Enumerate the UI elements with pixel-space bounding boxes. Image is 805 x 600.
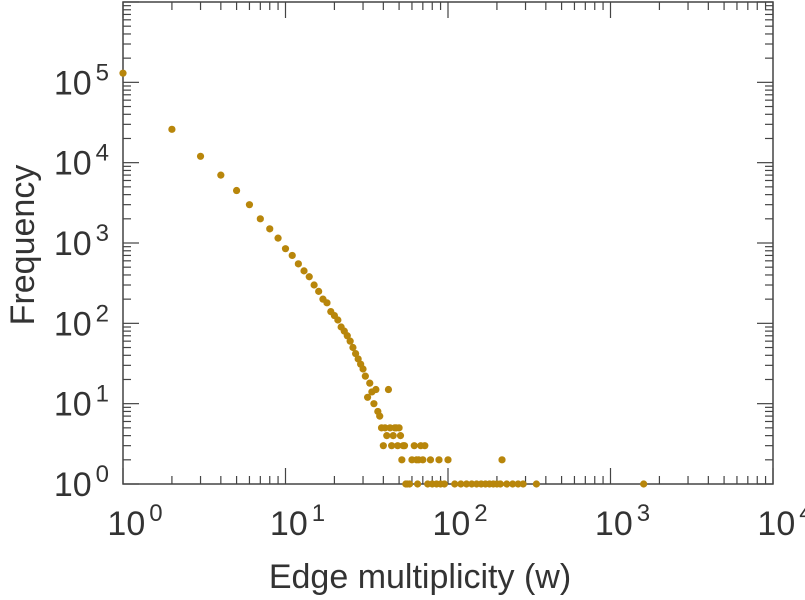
data-point <box>366 379 374 387</box>
data-point <box>410 442 418 450</box>
data-point <box>640 480 648 488</box>
x-tick-label: 10 0 <box>107 500 162 543</box>
data-point <box>294 260 302 268</box>
data-point <box>398 456 406 464</box>
data-point <box>349 343 357 352</box>
data-point <box>376 412 384 420</box>
data-points <box>119 69 648 488</box>
data-point <box>370 400 378 408</box>
data-point <box>305 273 313 281</box>
data-point <box>394 442 402 450</box>
data-point <box>281 245 290 253</box>
data-point <box>381 424 389 432</box>
axis-ticks <box>122 1 774 485</box>
plot-border <box>122 1 774 485</box>
data-point <box>119 69 127 77</box>
data-point <box>451 480 459 488</box>
data-point <box>346 337 354 345</box>
data-point <box>496 480 504 488</box>
y-tick-label: 10 0 <box>54 461 109 504</box>
data-point <box>457 480 465 488</box>
x-tick-label: 10 1 <box>270 500 325 543</box>
data-point <box>315 287 323 295</box>
data-point <box>444 456 452 464</box>
data-point <box>256 215 264 223</box>
y-axis-title: Frequency <box>4 165 42 326</box>
y-tick-label: 10 4 <box>54 140 109 183</box>
y-tick-label: 10 3 <box>54 220 109 263</box>
data-point <box>498 456 506 464</box>
x-axis-title: Edge multiplicity (w) <box>269 558 571 596</box>
data-point <box>435 456 443 464</box>
data-point <box>323 299 331 307</box>
data-point <box>310 281 318 289</box>
data-point <box>509 480 517 488</box>
data-point <box>400 442 409 450</box>
x-tick-label: 10 3 <box>595 500 650 543</box>
data-point <box>384 385 393 394</box>
data-point <box>413 480 422 488</box>
data-point <box>383 432 391 440</box>
data-point <box>388 442 396 450</box>
y-tick-label: 10 2 <box>54 300 109 343</box>
x-tick-label: 10 2 <box>432 500 487 543</box>
y-tick-label: 10 1 <box>54 381 109 424</box>
data-point <box>440 480 448 488</box>
data-point <box>351 349 360 358</box>
data-point <box>426 456 435 464</box>
data-point <box>361 372 369 380</box>
data-point <box>421 442 429 450</box>
data-point <box>514 480 522 488</box>
data-point <box>217 171 225 179</box>
data-point <box>462 480 471 488</box>
x-tick-label: 104 <box>757 500 805 543</box>
data-point <box>274 234 282 242</box>
data-point <box>379 442 387 450</box>
plot-frame <box>122 1 774 485</box>
tick-labels: 100 101 102 103 104 100 101 102 103 104 105 <box>54 59 805 543</box>
data-point <box>405 480 414 488</box>
data-point <box>288 251 296 260</box>
data-point <box>532 480 541 488</box>
data-point <box>334 316 342 324</box>
data-point <box>266 225 274 233</box>
data-point <box>359 365 367 373</box>
data-point <box>395 424 403 432</box>
data-point <box>245 201 254 209</box>
y-tick-label: 10 5 <box>54 59 109 102</box>
data-point <box>300 267 308 275</box>
data-point <box>232 186 241 195</box>
data-point <box>419 456 427 464</box>
data-point <box>503 480 511 488</box>
data-point <box>396 432 405 440</box>
data-point <box>363 393 372 401</box>
data-point <box>372 385 380 394</box>
data-point <box>343 332 351 340</box>
data-point <box>519 480 527 488</box>
data-point <box>196 152 205 160</box>
data-point <box>389 432 397 440</box>
data-point <box>168 125 176 133</box>
